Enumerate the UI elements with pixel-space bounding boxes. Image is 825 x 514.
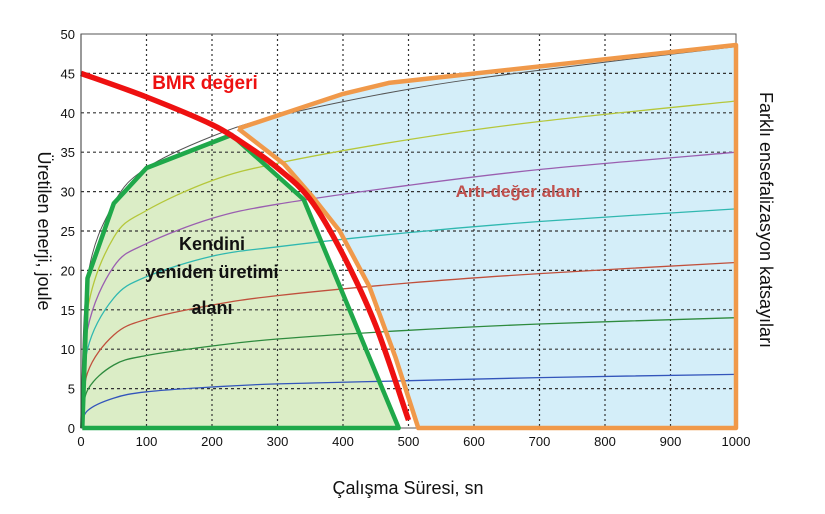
y-tick-label: 45 — [61, 66, 75, 81]
x-tick-label: 200 — [201, 434, 223, 449]
reproduction-region-label-line3: alanı — [191, 298, 232, 318]
regions — [82, 45, 736, 428]
x-tick-label: 300 — [267, 434, 289, 449]
x-tick-label: 500 — [398, 434, 420, 449]
x-tick-label: 900 — [660, 434, 682, 449]
encephalization-curve — [80, 317, 737, 429]
y-tick-label: 20 — [61, 263, 75, 278]
x-tick-label: 800 — [594, 434, 616, 449]
encephalization-curves — [80, 46, 737, 429]
y-tick-label: 25 — [61, 224, 75, 239]
y-axis-title: Üretilen enerji, joule — [34, 151, 54, 310]
reproduction-region-outline — [80, 132, 401, 431]
x-tick-label: 1000 — [722, 434, 751, 449]
x-tick-label: 100 — [136, 434, 158, 449]
y-tick-label: 10 — [61, 342, 75, 357]
encephalization-curve — [80, 151, 737, 429]
reproduction-region-label-line2: yeniden üretimi — [145, 262, 278, 282]
y-tick-label: 30 — [61, 185, 75, 200]
x-tick-label: 0 — [77, 434, 84, 449]
surplus-value-region-fill — [238, 45, 736, 428]
x-tick-label: 400 — [332, 434, 354, 449]
bmr-label: BMR değeri — [152, 73, 258, 94]
y-tick-label: 35 — [61, 145, 75, 160]
bmr-curve — [80, 70, 412, 422]
bmr-line — [80, 70, 412, 422]
x-axis-ticks: 0 100 200 300 400 500 600 700 800 900 1000 — [77, 434, 750, 449]
y-tick-label: 5 — [68, 382, 75, 397]
plot-frame — [80, 33, 736, 428]
encephalization-curve — [80, 261, 737, 429]
encephalization-curve — [80, 373, 737, 429]
surplus-value-region-outline — [236, 42, 739, 431]
x-axis-title: Çalışma Süresi, sn — [332, 478, 483, 498]
reproduction-region-fill — [82, 134, 399, 428]
region-outlines — [80, 42, 739, 431]
encephalization-curve — [80, 208, 737, 429]
y-axis-ticks: 0 5 10 15 20 25 30 35 40 45 50 — [61, 27, 75, 436]
x-tick-label: 600 — [463, 434, 485, 449]
y-tick-label: 40 — [61, 106, 75, 121]
x-tick-label: 700 — [529, 434, 551, 449]
y-tick-label: 50 — [61, 27, 75, 42]
y2-axis-title: Farklı ensefalizasyon katsayıları — [756, 92, 776, 348]
encephalization-curve — [80, 100, 737, 429]
surplus-value-region-label: Artı-değer alanı — [456, 182, 581, 201]
y-tick-label: 15 — [61, 303, 75, 318]
y-tick-label: 0 — [68, 421, 75, 436]
reproduction-region-label-line1: Kendini — [179, 234, 245, 254]
